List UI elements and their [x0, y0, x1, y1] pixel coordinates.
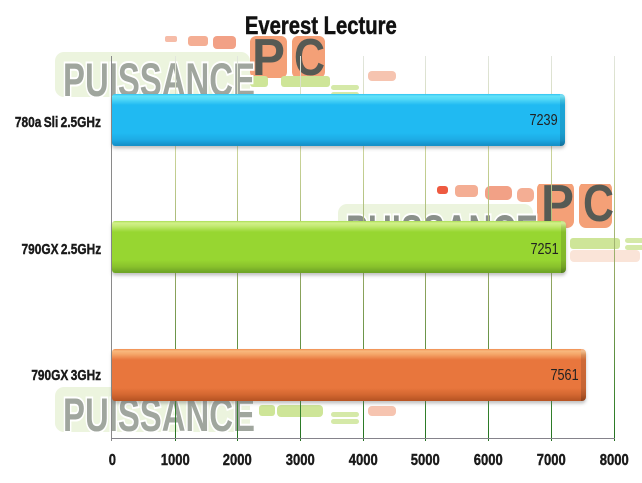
- svg-text:C: C: [583, 184, 614, 233]
